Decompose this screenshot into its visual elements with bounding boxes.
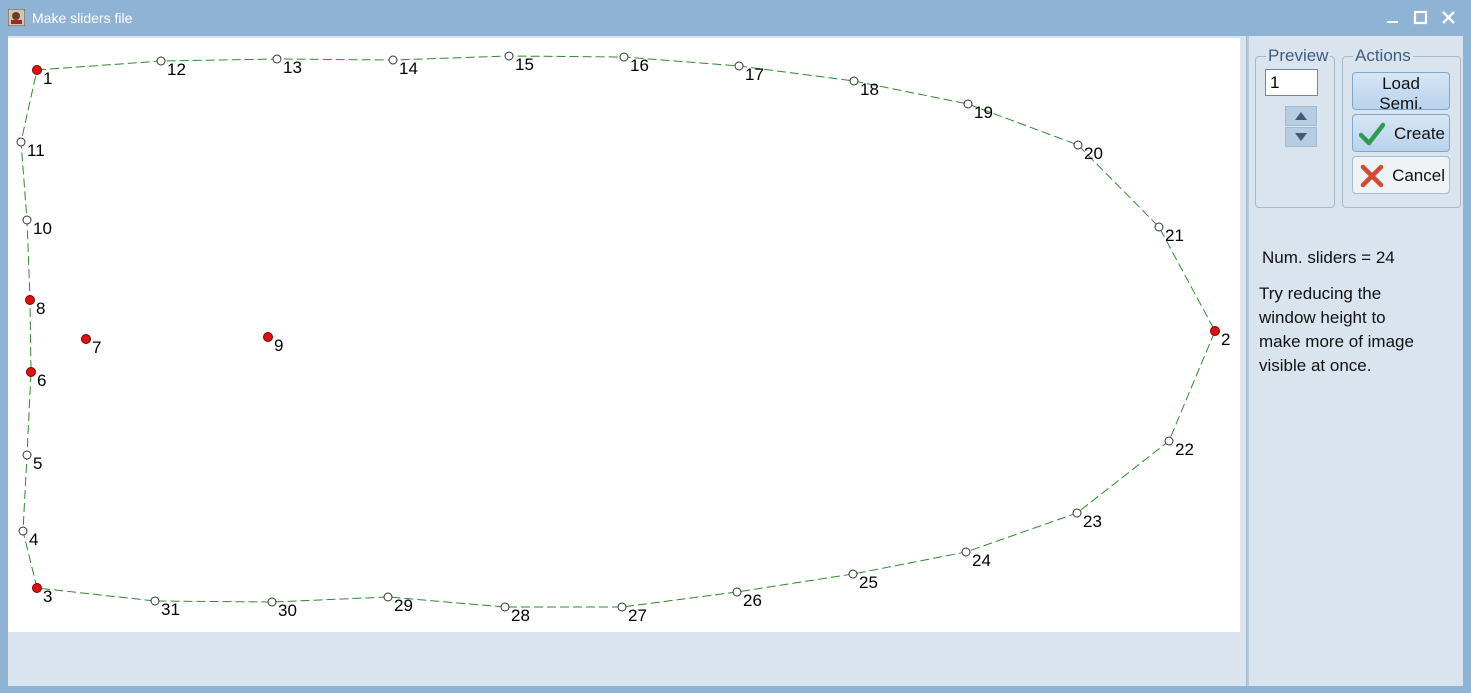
spin-down-button[interactable]: [1285, 127, 1317, 147]
point-label-24: 24: [972, 551, 991, 570]
point-label-18: 18: [860, 80, 879, 99]
semilandmark-point-22[interactable]: [1164, 436, 1174, 446]
cancel-label: Cancel: [1392, 166, 1445, 185]
point-label-2: 2: [1221, 330, 1230, 349]
point-label-4: 4: [29, 530, 38, 549]
num-sliders-text: Num. sliders = 24: [1262, 248, 1395, 267]
hint-line-2: window height to: [1259, 308, 1386, 327]
preview-group: Preview: [1255, 46, 1335, 208]
title-bar: Make sliders file: [0, 0, 1471, 36]
landmark-point-2[interactable]: [1210, 326, 1220, 336]
point-label-15: 15: [515, 55, 534, 74]
point-label-9: 9: [274, 336, 283, 355]
arrow-down-icon: [1295, 133, 1307, 141]
create-button[interactable]: Create: [1352, 114, 1450, 152]
semilandmark-point-11[interactable]: [16, 137, 26, 147]
landmark-point-1[interactable]: [32, 65, 42, 75]
point-label-26: 26: [743, 591, 762, 610]
preview-label: Preview: [1266, 46, 1331, 66]
semilandmark-point-5[interactable]: [22, 450, 32, 460]
outline-curve: [20, 55, 1216, 608]
hint-line-4: visible at once.: [1259, 356, 1372, 375]
semilandmark-point-25[interactable]: [848, 569, 858, 579]
semilandmark-point-30[interactable]: [267, 597, 277, 607]
semilandmark-point-16[interactable]: [619, 52, 629, 62]
app-icon: [8, 9, 25, 26]
semilandmark-point-14[interactable]: [388, 55, 398, 65]
semilandmark-point-4[interactable]: [18, 526, 28, 536]
landmark-point-8[interactable]: [25, 295, 35, 305]
actions-label: Actions: [1353, 46, 1413, 66]
point-label-19: 19: [974, 103, 993, 122]
panel-divider: [1246, 36, 1249, 686]
point-label-12: 12: [167, 60, 186, 79]
semilandmark-point-20[interactable]: [1073, 140, 1083, 150]
minimize-icon[interactable]: [1381, 6, 1405, 30]
load-semi-button[interactable]: Load Semi.: [1352, 72, 1450, 113]
cancel-button[interactable]: Cancel: [1352, 156, 1450, 194]
point-label-22: 22: [1175, 440, 1194, 459]
point-label-7: 7: [92, 338, 101, 357]
point-label-21: 21: [1165, 226, 1184, 245]
point-label-8: 8: [36, 299, 45, 318]
semilandmark-point-24[interactable]: [961, 547, 971, 557]
window-title: Make sliders file: [32, 10, 133, 26]
arrow-up-icon: [1295, 112, 1307, 120]
point-label-27: 27: [628, 606, 647, 625]
semilandmark-point-19[interactable]: [963, 99, 973, 109]
point-label-30: 30: [278, 601, 297, 620]
semilandmark-point-31[interactable]: [150, 596, 160, 606]
point-label-5: 5: [33, 454, 42, 473]
semilandmark-point-29[interactable]: [383, 592, 393, 602]
cross-icon: [1360, 164, 1384, 188]
point-label-31: 31: [161, 600, 180, 619]
load-semi-label: Load Semi.: [1379, 74, 1423, 113]
semilandmark-point-23[interactable]: [1072, 508, 1082, 518]
point-label-14: 14: [399, 59, 418, 78]
landmark-point-3[interactable]: [32, 583, 42, 593]
semilandmark-point-13[interactable]: [272, 54, 282, 64]
hint-line-3: make more of image: [1259, 332, 1414, 351]
semilandmark-point-21[interactable]: [1154, 222, 1164, 232]
close-icon[interactable]: [1437, 6, 1461, 30]
point-label-28: 28: [511, 606, 530, 625]
landmark-point-9[interactable]: [263, 332, 273, 342]
semilandmark-point-10[interactable]: [22, 215, 32, 225]
point-label-16: 16: [630, 56, 649, 75]
point-label-20: 20: [1084, 144, 1103, 163]
point-label-10: 10: [33, 219, 52, 238]
landmark-canvas[interactable]: 1 12 13 14 15 16 17 18 19 20 21 2 22 23 24 25 26 27 28 29 30…: [8, 38, 1240, 632]
point-label-23: 23: [1083, 512, 1102, 531]
actions-group: Actions: [1342, 46, 1461, 208]
client-area: 1 12 13 14 15 16 17 18 19 20 21 2 22 23 24 25 26 27 28 29 30…: [8, 36, 1463, 686]
point-label-3: 3: [43, 587, 52, 606]
semilandmark-point-18[interactable]: [849, 76, 859, 86]
landmark-point-7[interactable]: [81, 334, 91, 344]
point-label-11: 11: [27, 141, 45, 160]
point-label-17: 17: [745, 65, 764, 84]
semilandmark-point-28[interactable]: [500, 602, 510, 612]
semilandmark-point-15[interactable]: [504, 51, 514, 61]
semilandmark-point-12[interactable]: [156, 56, 166, 66]
create-label: Create: [1393, 124, 1445, 143]
semilandmark-point-27[interactable]: [617, 602, 627, 612]
point-label-29: 29: [394, 596, 413, 615]
hint-line-1: Try reducing the: [1259, 284, 1382, 303]
semilandmark-point-17[interactable]: [734, 61, 744, 71]
preview-number-input[interactable]: [1265, 69, 1318, 96]
maximize-icon[interactable]: [1409, 6, 1433, 30]
checkmark-icon: [1359, 122, 1385, 146]
spin-up-button[interactable]: [1285, 106, 1317, 126]
semilandmark-point-26[interactable]: [732, 587, 742, 597]
outline-drawing[interactable]: 1 12 13 14 15 16 17181920212222324252627282930…: [8, 38, 1240, 632]
point-label-6: 6: [37, 371, 46, 390]
point-label-13: 13: [283, 58, 302, 77]
point-label-25: 25: [859, 573, 878, 592]
point-label-1: 1: [43, 69, 52, 88]
landmark-point-6[interactable]: [26, 367, 36, 377]
